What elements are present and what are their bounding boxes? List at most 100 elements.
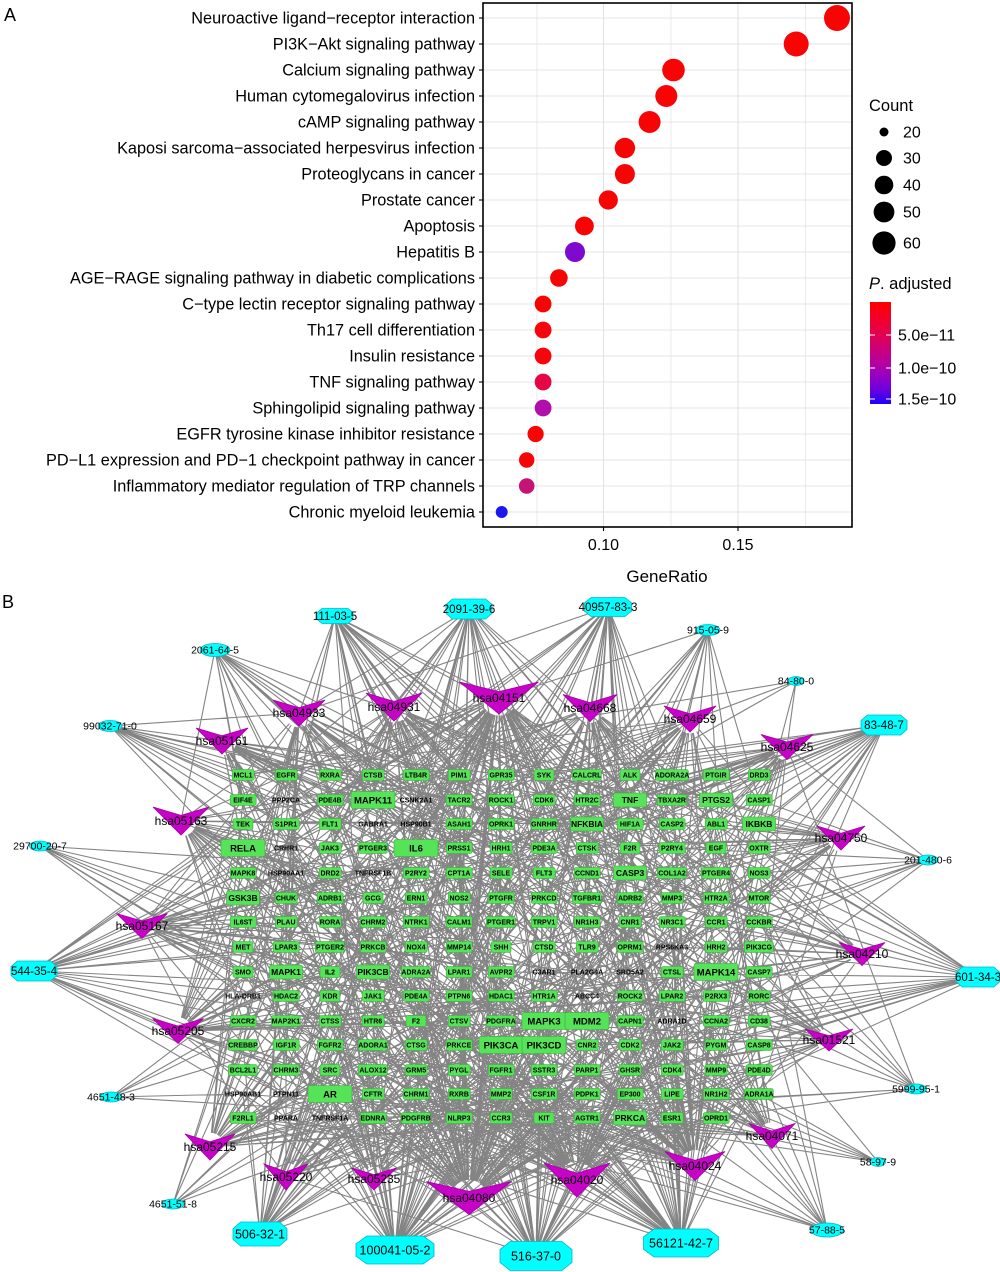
svg-text:hsa04625: hsa04625 [761,740,814,754]
svg-text:4651-51-8: 4651-51-8 [149,1199,197,1211]
svg-text:RELA: RELA [230,843,256,854]
svg-text:30: 30 [903,151,921,168]
svg-text:PI3K−Akt signaling pathway: PI3K−Akt signaling pathway [273,36,476,54]
svg-text:PDGFRA: PDGFRA [486,1019,516,1026]
svg-text:CHRM1: CHRM1 [404,1092,429,1099]
svg-text:MMP14: MMP14 [447,945,471,952]
svg-text:hsa05215: hsa05215 [184,1140,237,1154]
svg-text:PTGIR: PTGIR [705,773,726,780]
svg-text:Calcium signaling pathway: Calcium signaling pathway [282,62,476,80]
svg-text:hsa05205: hsa05205 [152,1024,205,1038]
svg-text:AVPR2: AVPR2 [490,970,513,977]
svg-text:ADRB2: ADRB2 [618,896,642,903]
svg-text:CASP7: CASP7 [747,970,770,977]
svg-text:0.15: 0.15 [722,537,753,554]
svg-text:PTGER4: PTGER4 [702,871,730,878]
svg-text:1.5e−10: 1.5e−10 [898,392,956,409]
svg-text:50: 50 [903,205,921,222]
svg-text:PTPN11: PTPN11 [273,1092,299,1099]
svg-text:MMP2: MMP2 [491,1092,511,1099]
svg-text:MAPK11: MAPK11 [354,795,393,806]
svg-text:2061-64-5: 2061-64-5 [191,645,239,657]
svg-text:HSP90AA1: HSP90AA1 [268,871,304,878]
svg-text:SSTR3: SSTR3 [533,1068,556,1075]
svg-text:EGFR tyrosine kinase inhibitor: EGFR tyrosine kinase inhibitor resistanc… [176,426,475,444]
svg-text:TNF: TNF [622,795,639,805]
svg-text:NTRK1: NTRK1 [404,920,427,927]
svg-text:PLA2G4A: PLA2G4A [571,970,603,977]
svg-text:CCR1: CCR1 [706,920,725,927]
svg-text:0.10: 0.10 [588,537,619,554]
svg-text:516-37-0: 516-37-0 [511,1249,561,1263]
svg-text:CREBBP: CREBBP [228,1043,258,1050]
svg-text:SRD5A2: SRD5A2 [616,970,644,977]
svg-text:IL6ST: IL6ST [233,920,253,927]
svg-text:P2RX3: P2RX3 [705,994,727,1001]
svg-text:hsa04933: hsa04933 [273,706,326,720]
svg-text:IL2: IL2 [325,970,335,977]
svg-text:CFTR: CFTR [364,1092,383,1099]
svg-text:Human cytomegalovirus infectio: Human cytomegalovirus infection [235,88,475,106]
svg-text:RPS6KA3: RPS6KA3 [656,945,688,952]
svg-text:CTSS: CTSS [321,1019,340,1026]
svg-text:PDPK1: PDPK1 [575,1092,598,1099]
svg-text:DRD2: DRD2 [320,871,339,878]
svg-text:PIK3CA: PIK3CA [484,1040,519,1051]
svg-text:DRD3: DRD3 [749,773,768,780]
svg-text:LPAR2: LPAR2 [661,994,684,1001]
svg-text:PIK3CG: PIK3CG [746,945,773,952]
svg-text:CALCRL: CALCRL [573,773,602,780]
svg-text:MTOR: MTOR [749,896,769,903]
svg-text:COL1A2: COL1A2 [658,871,686,878]
svg-text:OPRM1: OPRM1 [618,945,643,952]
svg-text:CNR1: CNR1 [620,920,639,927]
svg-text:CCNA2: CCNA2 [704,1019,728,1026]
svg-text:ADRA1A: ADRA1A [744,1092,773,1099]
svg-text:CASP8: CASP8 [747,1043,770,1050]
svg-text:Count: Count [869,97,913,115]
svg-text:PIM1: PIM1 [451,773,467,780]
svg-text:NOS2: NOS2 [449,896,468,903]
svg-text:CAPN1: CAPN1 [618,1019,642,1026]
svg-text:PRKCD: PRKCD [532,896,557,903]
svg-text:56121-42-7: 56121-42-7 [649,1236,713,1250]
svg-text:JAK2: JAK2 [663,1043,681,1050]
svg-text:HTR6: HTR6 [364,1019,382,1026]
svg-text:Sphingolipid signaling pathway: Sphingolipid signaling pathway [252,400,476,418]
svg-text:5999-95-1: 5999-95-1 [892,1084,940,1096]
svg-text:HTR2A: HTR2A [704,896,727,903]
svg-text:PDGFRB: PDGFRB [401,1116,431,1123]
svg-text:PTGER2: PTGER2 [316,945,344,952]
svg-text:ERN1: ERN1 [407,896,426,903]
svg-text:TEK: TEK [236,822,250,829]
svg-text:CD38: CD38 [750,1019,768,1026]
svg-text:CASP2: CASP2 [660,822,683,829]
svg-text:RORC: RORC [749,994,770,1001]
svg-text:TLR9: TLR9 [578,945,596,952]
svg-text:Apoptosis: Apoptosis [403,218,475,236]
svg-text:HDAC1: HDAC1 [489,994,513,1001]
svg-text:1.0e−10: 1.0e−10 [898,361,956,378]
svg-text:CHRM3: CHRM3 [274,1068,299,1075]
svg-text:hsa04071: hsa04071 [746,1129,799,1143]
svg-text:100041-05-2: 100041-05-2 [360,1243,431,1257]
svg-text:CDK2: CDK2 [620,1043,639,1050]
svg-text:544-35-4: 544-35-4 [11,966,58,978]
svg-text:EP300: EP300 [619,1092,640,1099]
svg-text:EIF4E: EIF4E [233,798,253,805]
svg-text:201-480-6: 201-480-6 [904,855,952,867]
svg-text:AR: AR [323,1089,337,1100]
svg-text:IGF1R: IGF1R [276,1043,297,1050]
svg-text:CCR3: CCR3 [491,1116,510,1123]
svg-text:CDK4: CDK4 [662,1068,681,1075]
svg-text:hsa04151: hsa04151 [473,691,526,705]
svg-text:CPT1A: CPT1A [448,871,471,878]
svg-text:Hepatitis B: Hepatitis B [396,244,475,262]
svg-text:99032-71-0: 99032-71-0 [83,721,137,733]
svg-text:hsa04668: hsa04668 [564,701,617,715]
svg-text:CTSG: CTSG [406,1043,426,1050]
svg-text:5.0e−11: 5.0e−11 [898,328,955,345]
svg-text:TNFRSF1B: TNFRSF1B [355,871,392,878]
svg-text:EGF: EGF [709,846,724,853]
svg-text:ESR1: ESR1 [663,1116,681,1123]
